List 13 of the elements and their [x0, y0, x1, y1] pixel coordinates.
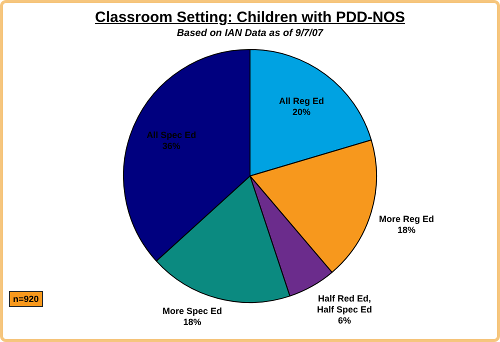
slice-label: More Reg Ed [379, 214, 434, 224]
data-label: 18% [183, 317, 202, 328]
slice-label: Half Red Ed, Half Spec Ed [317, 293, 372, 314]
data-label: 36% [162, 141, 180, 152]
data-label: 18% [398, 224, 416, 235]
slice-label: All Reg Ed [278, 96, 324, 106]
chart-subtitle: Based on IAN Data as of 9/7/07 [176, 28, 324, 39]
data-label: 6% [338, 315, 352, 326]
chart-title: Classroom Setting: Children with PDD-NOS [94, 9, 406, 26]
slice-label: All Spec Ed [146, 130, 196, 140]
data-label: 20% [292, 107, 310, 118]
text: n=920 [9, 291, 43, 307]
slice-label: More Spec Ed [162, 306, 222, 316]
